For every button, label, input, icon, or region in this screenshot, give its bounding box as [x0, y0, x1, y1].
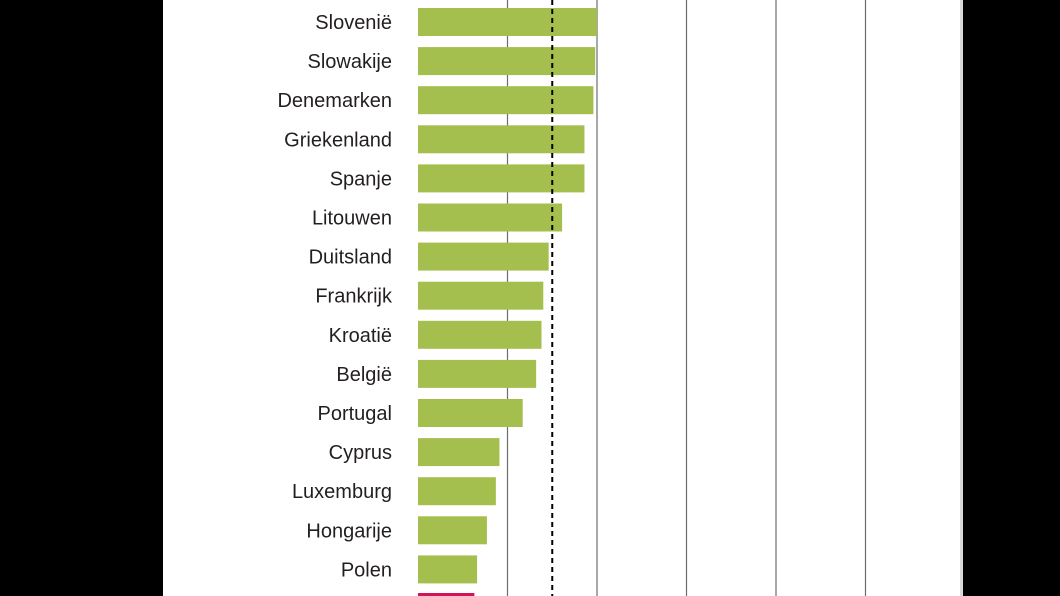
bars — [418, 8, 597, 596]
category-label-7: Duitsland — [309, 247, 392, 269]
category-label-5: Spanje — [330, 168, 392, 190]
bar-15 — [418, 555, 478, 584]
bar-partial-next — [418, 593, 475, 596]
category-label-11: Portugal — [318, 403, 393, 425]
bar-6 — [418, 203, 563, 232]
category-label-4: Griekenland — [284, 129, 392, 151]
bar-3 — [418, 86, 594, 115]
category-labels: Slovenië Slowakije Denemarken Griekenland Sp… — [277, 12, 393, 581]
bar-5 — [418, 164, 585, 193]
category-label-12: Cyprus — [329, 442, 392, 464]
category-label-9: Kroatië — [329, 325, 392, 347]
category-label-1: Slovenië — [315, 12, 392, 34]
category-label-13: Luxemburg — [292, 481, 392, 503]
panel-right-border — [960, 0, 963, 596]
bar-12 — [418, 438, 500, 467]
bar-2 — [418, 47, 596, 76]
bar-9 — [418, 320, 542, 349]
bar-7 — [418, 242, 549, 271]
bar-14 — [418, 516, 487, 545]
bar-8 — [418, 281, 544, 310]
category-label-8: Frankrijk — [315, 286, 393, 308]
bar-13 — [418, 477, 496, 506]
category-label-2: Slowakije — [308, 51, 392, 73]
bar-10 — [418, 359, 537, 388]
category-label-15: Polen — [341, 559, 392, 581]
bar-11 — [418, 399, 523, 427]
category-label-10: België — [336, 364, 392, 386]
bar-1 — [418, 8, 597, 36]
bar-4 — [418, 125, 585, 154]
category-label-6: Litouwen — [312, 208, 392, 230]
category-label-3: Denemarken — [277, 90, 392, 112]
category-label-14: Hongarije — [306, 520, 392, 542]
